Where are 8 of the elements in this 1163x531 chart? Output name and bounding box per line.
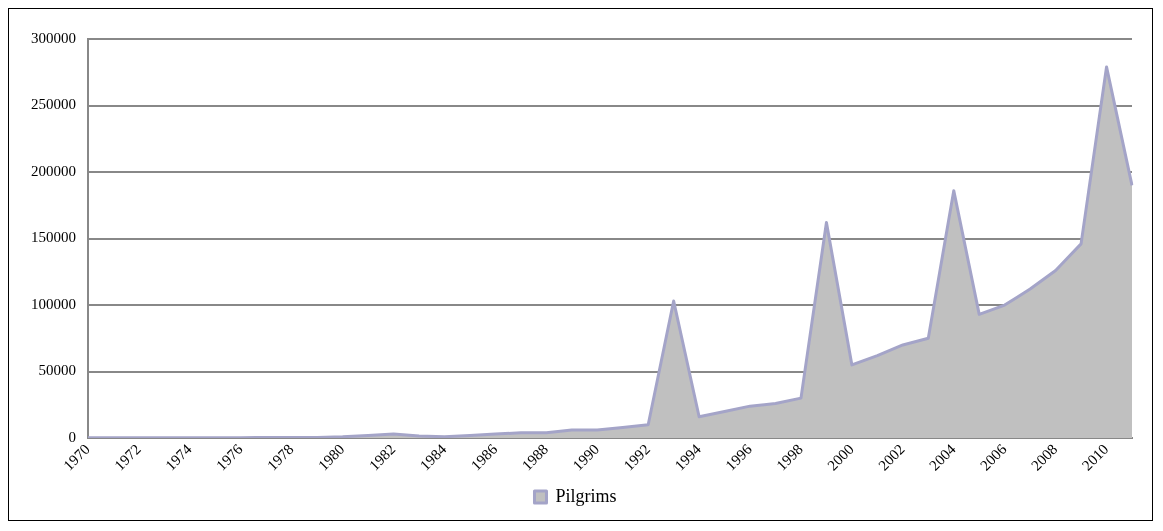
- y-tick-label: 150000: [31, 229, 76, 246]
- y-tick-label: 50000: [38, 362, 76, 379]
- y-tick-label: 200000: [31, 162, 76, 179]
- y-tick-label: 250000: [31, 96, 76, 113]
- y-tick-label: 100000: [31, 295, 76, 312]
- y-tick-label: 300000: [31, 29, 76, 46]
- legend-label: Pilgrims: [555, 485, 617, 506]
- y-tick-label: 0: [68, 429, 76, 445]
